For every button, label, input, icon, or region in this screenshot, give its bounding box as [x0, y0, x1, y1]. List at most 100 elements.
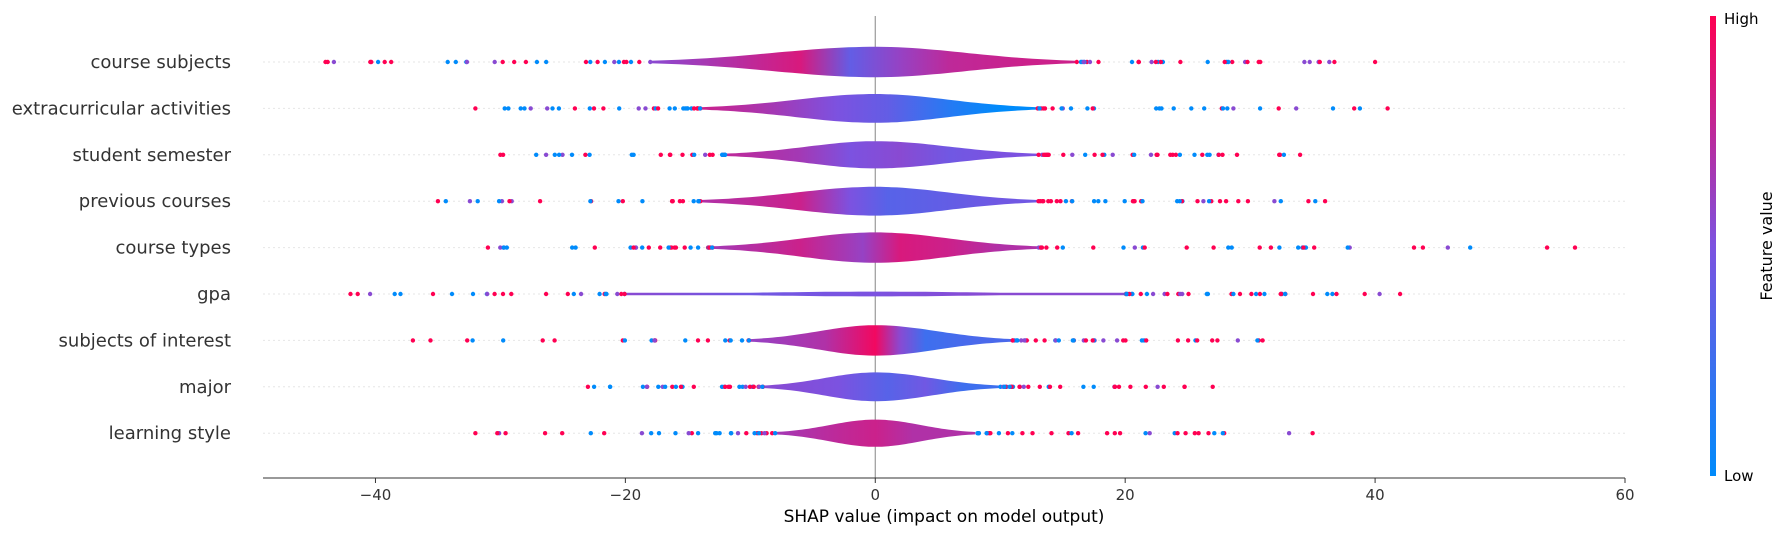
outlier-point [369, 59, 374, 65]
outlier-point [666, 245, 671, 250]
outlier-point [1184, 245, 1189, 250]
outlier-point [1124, 291, 1129, 297]
outlier-point [1101, 338, 1106, 343]
outlier-point [663, 384, 668, 389]
outlier-point [1045, 152, 1050, 157]
outlier-point [1182, 384, 1187, 389]
outlier-point [1183, 431, 1188, 436]
outlier-point [697, 106, 703, 111]
outlier-point [683, 106, 688, 111]
outlier-point [1189, 106, 1194, 111]
outlier-point [652, 338, 657, 343]
outlier-point [1345, 245, 1350, 250]
outlier-point [1357, 106, 1363, 111]
outlier-point [744, 431, 749, 436]
outlier-point [1100, 152, 1105, 157]
outlier-point [1044, 245, 1049, 250]
outlier-point [1143, 431, 1148, 436]
outlier-point [1037, 384, 1043, 389]
outlier-point [552, 152, 557, 157]
outlier-point [740, 384, 745, 389]
outlier-point [616, 59, 622, 65]
outlier-point [430, 291, 436, 297]
outlier-point [522, 106, 527, 111]
outlier-point [1334, 291, 1339, 297]
outlier-point [1010, 431, 1015, 436]
outlier-point [1116, 384, 1122, 389]
outlier-point [1385, 106, 1390, 111]
feature-labels: course subjects extracurricular activitie… [12, 52, 232, 444]
outlier-point [1200, 152, 1205, 157]
outlier-point [501, 338, 506, 343]
outlier-point [1245, 199, 1251, 204]
outlier-point [573, 245, 578, 250]
outlier-point [1069, 431, 1074, 436]
outlier-point [1059, 106, 1064, 111]
outlier-point [743, 384, 748, 389]
outlier-point [1210, 338, 1215, 343]
outlier-point [1091, 384, 1096, 389]
outlier-point [1140, 199, 1145, 204]
outlier-point [1070, 152, 1075, 157]
outlier-point [470, 291, 476, 297]
outlier-point [1053, 338, 1058, 343]
outlier-point [1142, 245, 1147, 250]
outlier-point [691, 199, 696, 204]
outlier-point [1258, 59, 1263, 65]
outlier-point [500, 59, 505, 65]
outlier-point [1279, 291, 1284, 297]
outlier-point [509, 291, 514, 297]
outlier-point [696, 199, 701, 204]
outlier-point [975, 431, 980, 436]
outlier-point [1122, 199, 1127, 204]
outlier-point [1372, 59, 1378, 65]
outlier-point [1272, 199, 1277, 204]
outlier-point [1168, 152, 1173, 157]
outlier-point [382, 59, 387, 65]
outlier-point [498, 245, 503, 250]
outlier-point [619, 291, 624, 297]
feature-label: student semester [72, 145, 231, 166]
outlier-point [1216, 152, 1221, 157]
outlier-point [1161, 384, 1167, 389]
outlier-point [1352, 106, 1357, 111]
outlier-point [492, 59, 497, 65]
outlier-point [1212, 431, 1217, 436]
outlier-point [1007, 384, 1012, 389]
outlier-point [624, 59, 629, 65]
outlier-point [1154, 152, 1159, 157]
feature-label: subjects of interest [59, 330, 231, 351]
outlier-point [1307, 59, 1312, 65]
outlier-point [719, 384, 725, 389]
outlier-point [1192, 152, 1197, 157]
outlier-point [1096, 59, 1101, 65]
violin-shape [700, 94, 1038, 123]
x-tick-label: −40 [360, 486, 392, 504]
outlier-point [602, 431, 607, 436]
outlier-point [1103, 199, 1108, 204]
outlier-point [1301, 245, 1306, 250]
outlier-point [1136, 59, 1142, 65]
x-tick-label: 20 [1116, 486, 1135, 504]
outlier-point [1215, 338, 1220, 343]
outlier-point [1196, 431, 1201, 436]
outlier-point [1286, 431, 1292, 436]
outlier-point [1205, 59, 1210, 65]
outlier-point [1211, 245, 1216, 250]
outlier-point [682, 245, 687, 250]
outlier-point [537, 199, 543, 204]
outlier-point [631, 152, 636, 157]
outlier-point [728, 431, 734, 436]
outlier-point [1158, 59, 1164, 65]
colorbar-gradient [1710, 16, 1716, 476]
outlier-point [583, 152, 588, 157]
violin-shape [650, 46, 1076, 78]
outlier-point [1205, 152, 1210, 157]
outlier-point [560, 431, 565, 436]
outlier-point [453, 59, 458, 65]
outlier-point [473, 431, 478, 436]
outlier-point [1139, 338, 1145, 343]
outlier-point [556, 152, 562, 157]
outlier-point [746, 338, 752, 343]
